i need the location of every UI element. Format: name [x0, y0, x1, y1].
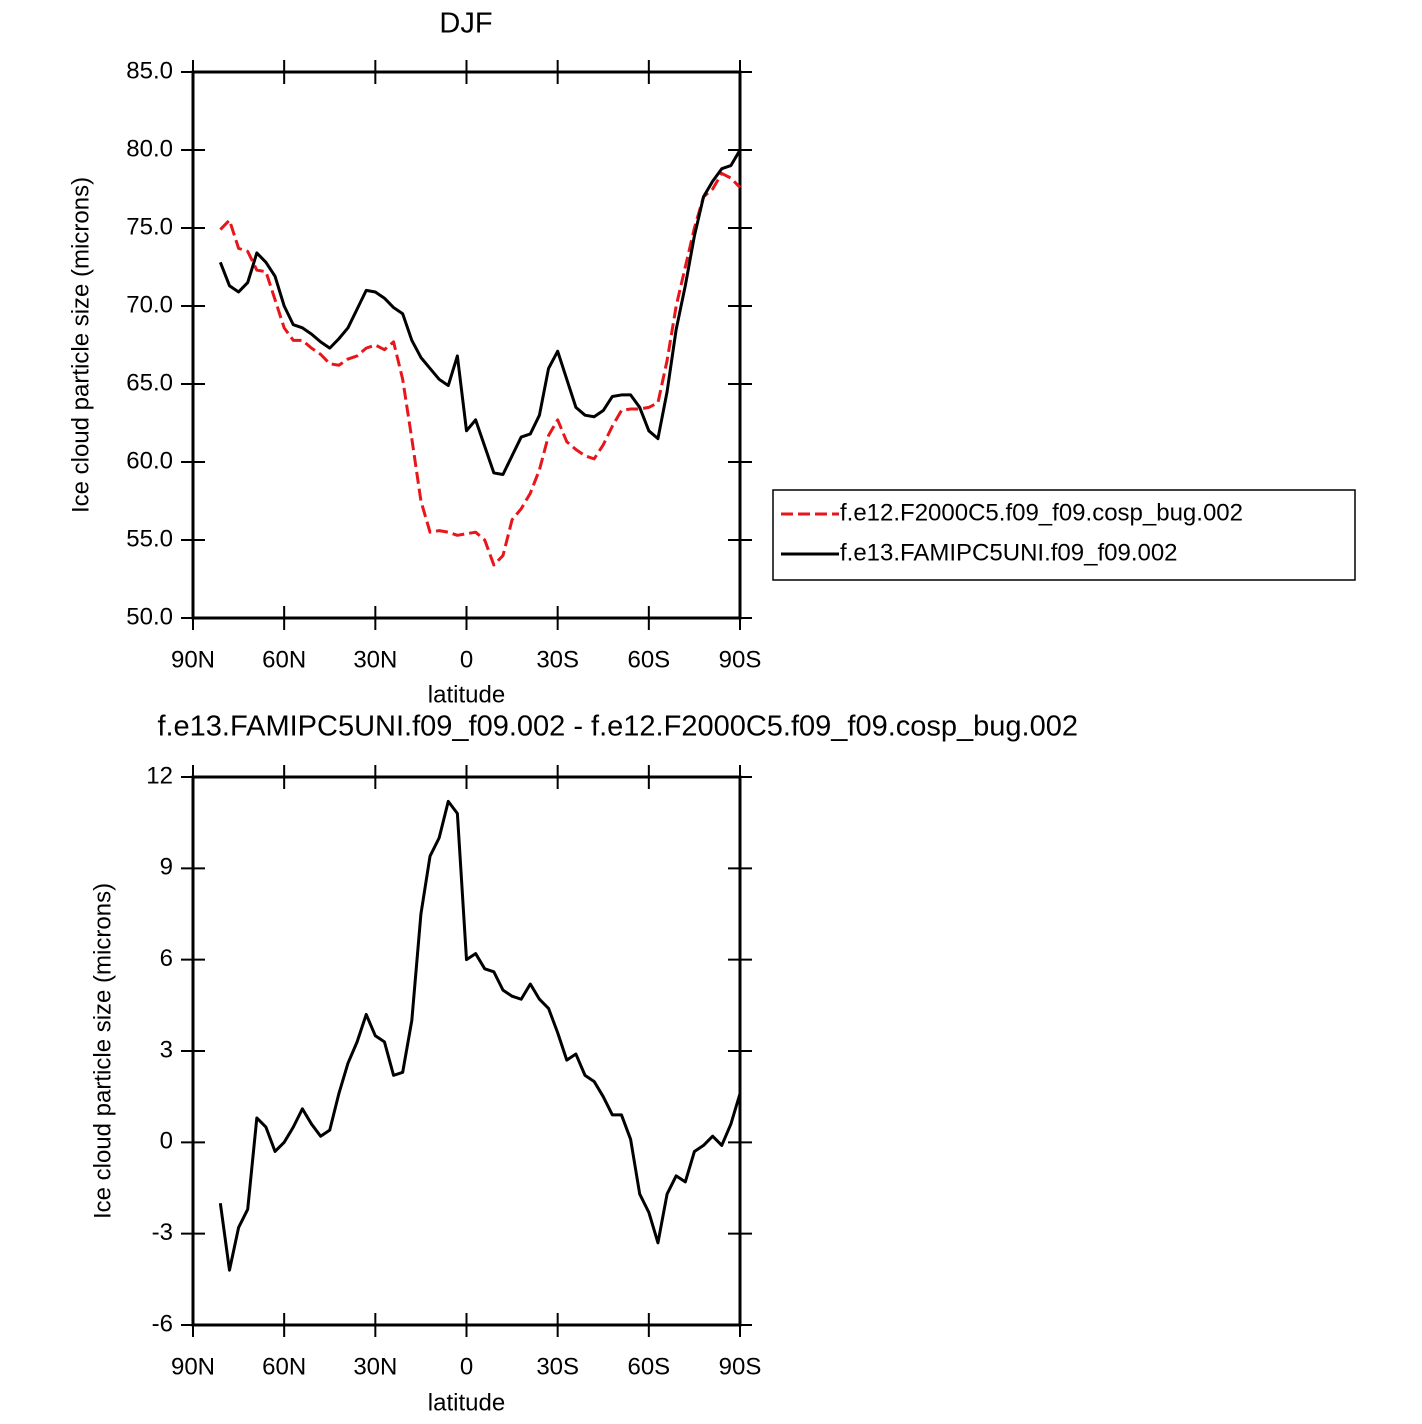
x-tick-label: 0 — [460, 1353, 473, 1380]
x-tick-label: 30S — [536, 1353, 579, 1380]
y-tick-label: 80.0 — [126, 135, 173, 162]
chart-title: f.e13.FAMIPC5UNI.f09_f09.002 - f.e12.F20… — [157, 711, 1078, 743]
y-tick-label: 60.0 — [126, 447, 173, 474]
x-tick-label: 60N — [262, 646, 306, 673]
x-tick-label: 30N — [353, 646, 397, 673]
data-line — [218, 799, 742, 1272]
x-tick-label: 90S — [719, 646, 762, 673]
legend-box — [772, 489, 1356, 581]
x-tick-label: 60S — [627, 1353, 670, 1380]
y-tick-label: 6 — [160, 945, 173, 972]
y-tick-label: -6 — [152, 1310, 173, 1337]
y-tick-label: 0 — [160, 1128, 173, 1155]
x-tick-label: 30N — [353, 1353, 397, 1380]
y-tick-label: 55.0 — [126, 525, 173, 552]
y-tick-label: 12 — [146, 762, 173, 789]
y-tick-label: 65.0 — [126, 369, 173, 396]
data-line — [218, 149, 742, 476]
plot-frame — [191, 70, 742, 620]
y-tick-label: 75.0 — [126, 213, 173, 240]
x-tick-label: 0 — [460, 646, 473, 673]
x-tick-label: 60N — [262, 1353, 306, 1380]
x-tick-label: 90N — [171, 646, 215, 673]
y-tick-label: 70.0 — [126, 291, 173, 318]
chart-title: DJF — [439, 8, 492, 40]
y-axis-label: Ice cloud particle size (microns) — [89, 883, 116, 1219]
x-tick-label: 60S — [627, 646, 670, 673]
y-axis-label: Ice cloud particle size (microns) — [67, 177, 94, 513]
x-tick-label: 90N — [171, 1353, 215, 1380]
legend-label: f.e12.F2000C5.f09_f09.cosp_bug.002 — [840, 499, 1243, 526]
data-line — [219, 171, 742, 567]
x-axis-label: latitude — [428, 1389, 505, 1416]
legend-label: f.e13.FAMIPC5UNI.f09_f09.002 — [840, 539, 1178, 566]
y-tick-label: 3 — [160, 1036, 173, 1063]
y-tick-label: 50.0 — [126, 603, 173, 630]
x-tick-label: 30S — [536, 646, 579, 673]
y-tick-label: -3 — [152, 1219, 173, 1246]
x-axis-label: latitude — [428, 681, 505, 708]
x-tick-label: 90S — [719, 1353, 762, 1380]
y-tick-label: 85.0 — [126, 57, 173, 84]
y-tick-label: 9 — [160, 854, 173, 881]
